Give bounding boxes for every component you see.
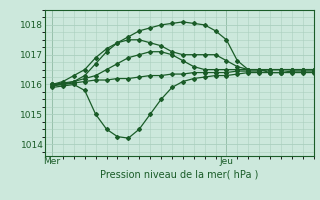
X-axis label: Pression niveau de la mer( hPa ): Pression niveau de la mer( hPa ) bbox=[100, 169, 258, 179]
